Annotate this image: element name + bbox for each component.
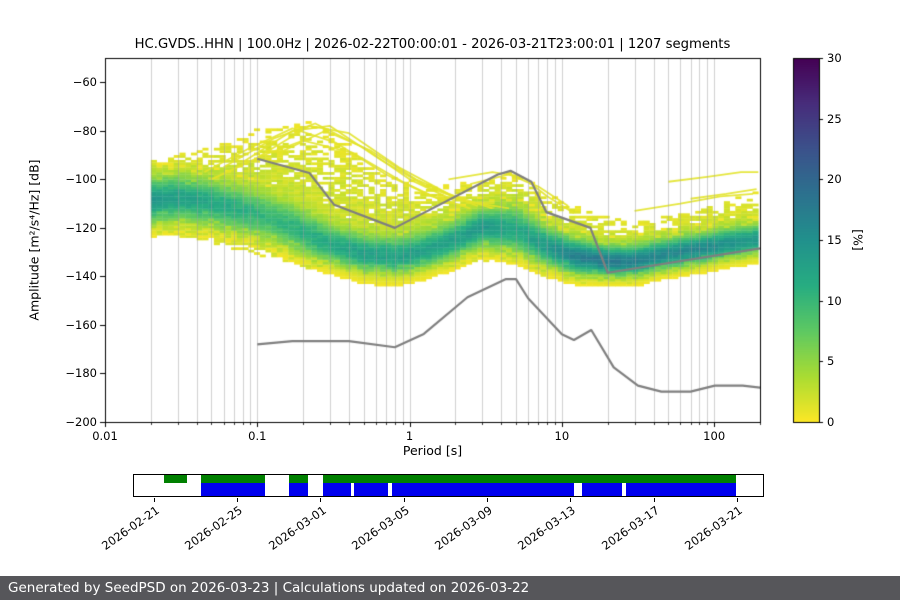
availability-tick-mark bbox=[153, 498, 155, 502]
colorbar-label: [%] bbox=[850, 229, 866, 251]
availability-green-segment bbox=[288, 475, 309, 484]
y-axis-label: Amplitude [m²/s⁴/Hz] [dB] bbox=[26, 159, 42, 321]
availability-blue-segment bbox=[354, 483, 389, 496]
availability-bar bbox=[133, 474, 764, 497]
colorbar-tick-label: 15 bbox=[827, 233, 842, 247]
availability-date-label: 2026-03-09 bbox=[432, 503, 496, 553]
availability-blue-segment bbox=[322, 483, 351, 496]
x-tick-label: 1 bbox=[405, 429, 414, 443]
colorbar-tick-label: 20 bbox=[827, 172, 842, 187]
footer-bar: Generated by SeedPSD on 2026-03-23 | Cal… bbox=[0, 576, 900, 600]
availability-green-segment bbox=[164, 475, 187, 484]
availability-green-segment bbox=[322, 475, 736, 484]
availability-blue-segment bbox=[288, 483, 309, 496]
y-tick-label: −80 bbox=[72, 123, 97, 138]
colorbar-tick-label: 30 bbox=[827, 51, 842, 65]
availability-tick-mark bbox=[486, 498, 488, 502]
colorbar-tick-label: 5 bbox=[827, 354, 835, 369]
availability-tick-mark bbox=[570, 498, 572, 502]
x-tick-label: 100 bbox=[703, 429, 726, 443]
x-axis-label: Period [s] bbox=[402, 443, 463, 458]
availability-date-label: 2026-03-01 bbox=[265, 503, 329, 553]
availability-date-label: 2026-02-25 bbox=[182, 503, 246, 553]
availability-blue-segment bbox=[200, 483, 266, 496]
availability-tick-mark bbox=[320, 498, 322, 502]
y-tick-label: −180 bbox=[65, 366, 97, 381]
availability-green-segment bbox=[200, 475, 266, 484]
ppsd-plot-canvas bbox=[0, 0, 900, 470]
availability-tick-mark bbox=[653, 498, 655, 502]
colorbar-tick-label: 25 bbox=[827, 111, 842, 126]
availability-blue-segment bbox=[625, 483, 736, 496]
x-tick-label: 0.1 bbox=[248, 429, 267, 443]
availability-date-label: 2026-03-13 bbox=[515, 503, 579, 553]
availability-date-label: 2026-03-17 bbox=[598, 503, 662, 553]
availability-date-label: 2026-03-05 bbox=[348, 503, 412, 553]
y-tick-label: −160 bbox=[65, 317, 97, 332]
y-tick-label: −120 bbox=[65, 220, 97, 235]
availability-blue-segment bbox=[581, 483, 623, 496]
x-tick-label: 10 bbox=[554, 429, 570, 443]
x-tick-label: 0.01 bbox=[92, 429, 118, 443]
y-tick-label: −140 bbox=[65, 269, 97, 284]
availability-date-label: 2026-03-21 bbox=[682, 503, 745, 553]
footer-text: Generated by SeedPSD on 2026-03-23 | Cal… bbox=[8, 580, 530, 596]
availability-tick-mark bbox=[237, 498, 239, 502]
y-tick-label: −200 bbox=[65, 415, 97, 429]
y-tick-label: −100 bbox=[65, 172, 97, 187]
colorbar-tick-label: 10 bbox=[827, 293, 842, 308]
chart-title: HC.GVDS..HHN | 100.0Hz | 2026-02-22T00:0… bbox=[134, 37, 731, 52]
availability-tick-mark bbox=[736, 498, 738, 502]
availability-blue-segment bbox=[391, 483, 575, 496]
availability-date-label: 2026-02-21 bbox=[99, 503, 162, 553]
colorbar-tick-label: 0 bbox=[827, 415, 835, 429]
y-tick-label: −60 bbox=[72, 75, 97, 90]
availability-tick-mark bbox=[403, 498, 405, 502]
